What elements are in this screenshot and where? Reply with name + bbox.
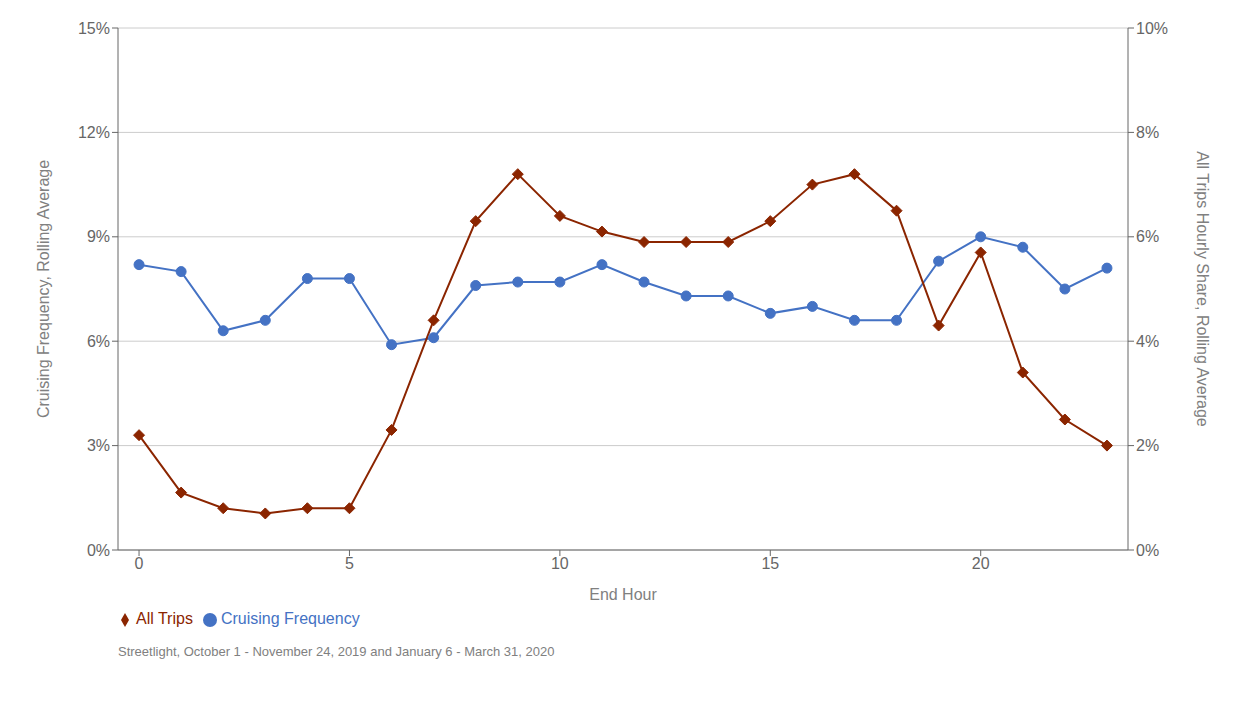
html-text:Cruising Frequency: Cruising Frequency: [220, 610, 360, 627]
svg-text:0%: 0%: [87, 542, 110, 559]
svg-text:3%: 3%: [87, 437, 110, 454]
svg-text:6%: 6%: [87, 333, 110, 350]
svg-text:15: 15: [761, 555, 779, 572]
html-text:All Trips: All Trips: [136, 610, 193, 627]
svg-text:2%: 2%: [1136, 437, 1159, 454]
svg-text:10%: 10%: [1136, 20, 1168, 37]
svg-text:5: 5: [345, 555, 354, 572]
svg-text:0: 0: [135, 555, 144, 572]
svg-text:All Trips Hourly Share, Rollin: All Trips Hourly Share, Rolling Average: [1194, 151, 1211, 426]
html-text:Streetlight, October 1 - Novem: Streetlight, October 1 - November 24, 20…: [118, 644, 555, 659]
svg-text:0%: 0%: [1136, 542, 1159, 559]
svg-text:4%: 4%: [1136, 333, 1159, 350]
svg-text:10: 10: [551, 555, 569, 572]
svg-text:20: 20: [972, 555, 990, 572]
svg-text:12%: 12%: [78, 124, 110, 141]
svg-text:6%: 6%: [1136, 228, 1159, 245]
svg-text:Cruising Frequency, Rolling Av: Cruising Frequency, Rolling Average: [35, 160, 52, 418]
svg-text:End Hour: End Hour: [589, 586, 657, 603]
svg-text:15%: 15%: [78, 20, 110, 37]
svg-text:9%: 9%: [87, 228, 110, 245]
svg-text:8%: 8%: [1136, 124, 1159, 141]
